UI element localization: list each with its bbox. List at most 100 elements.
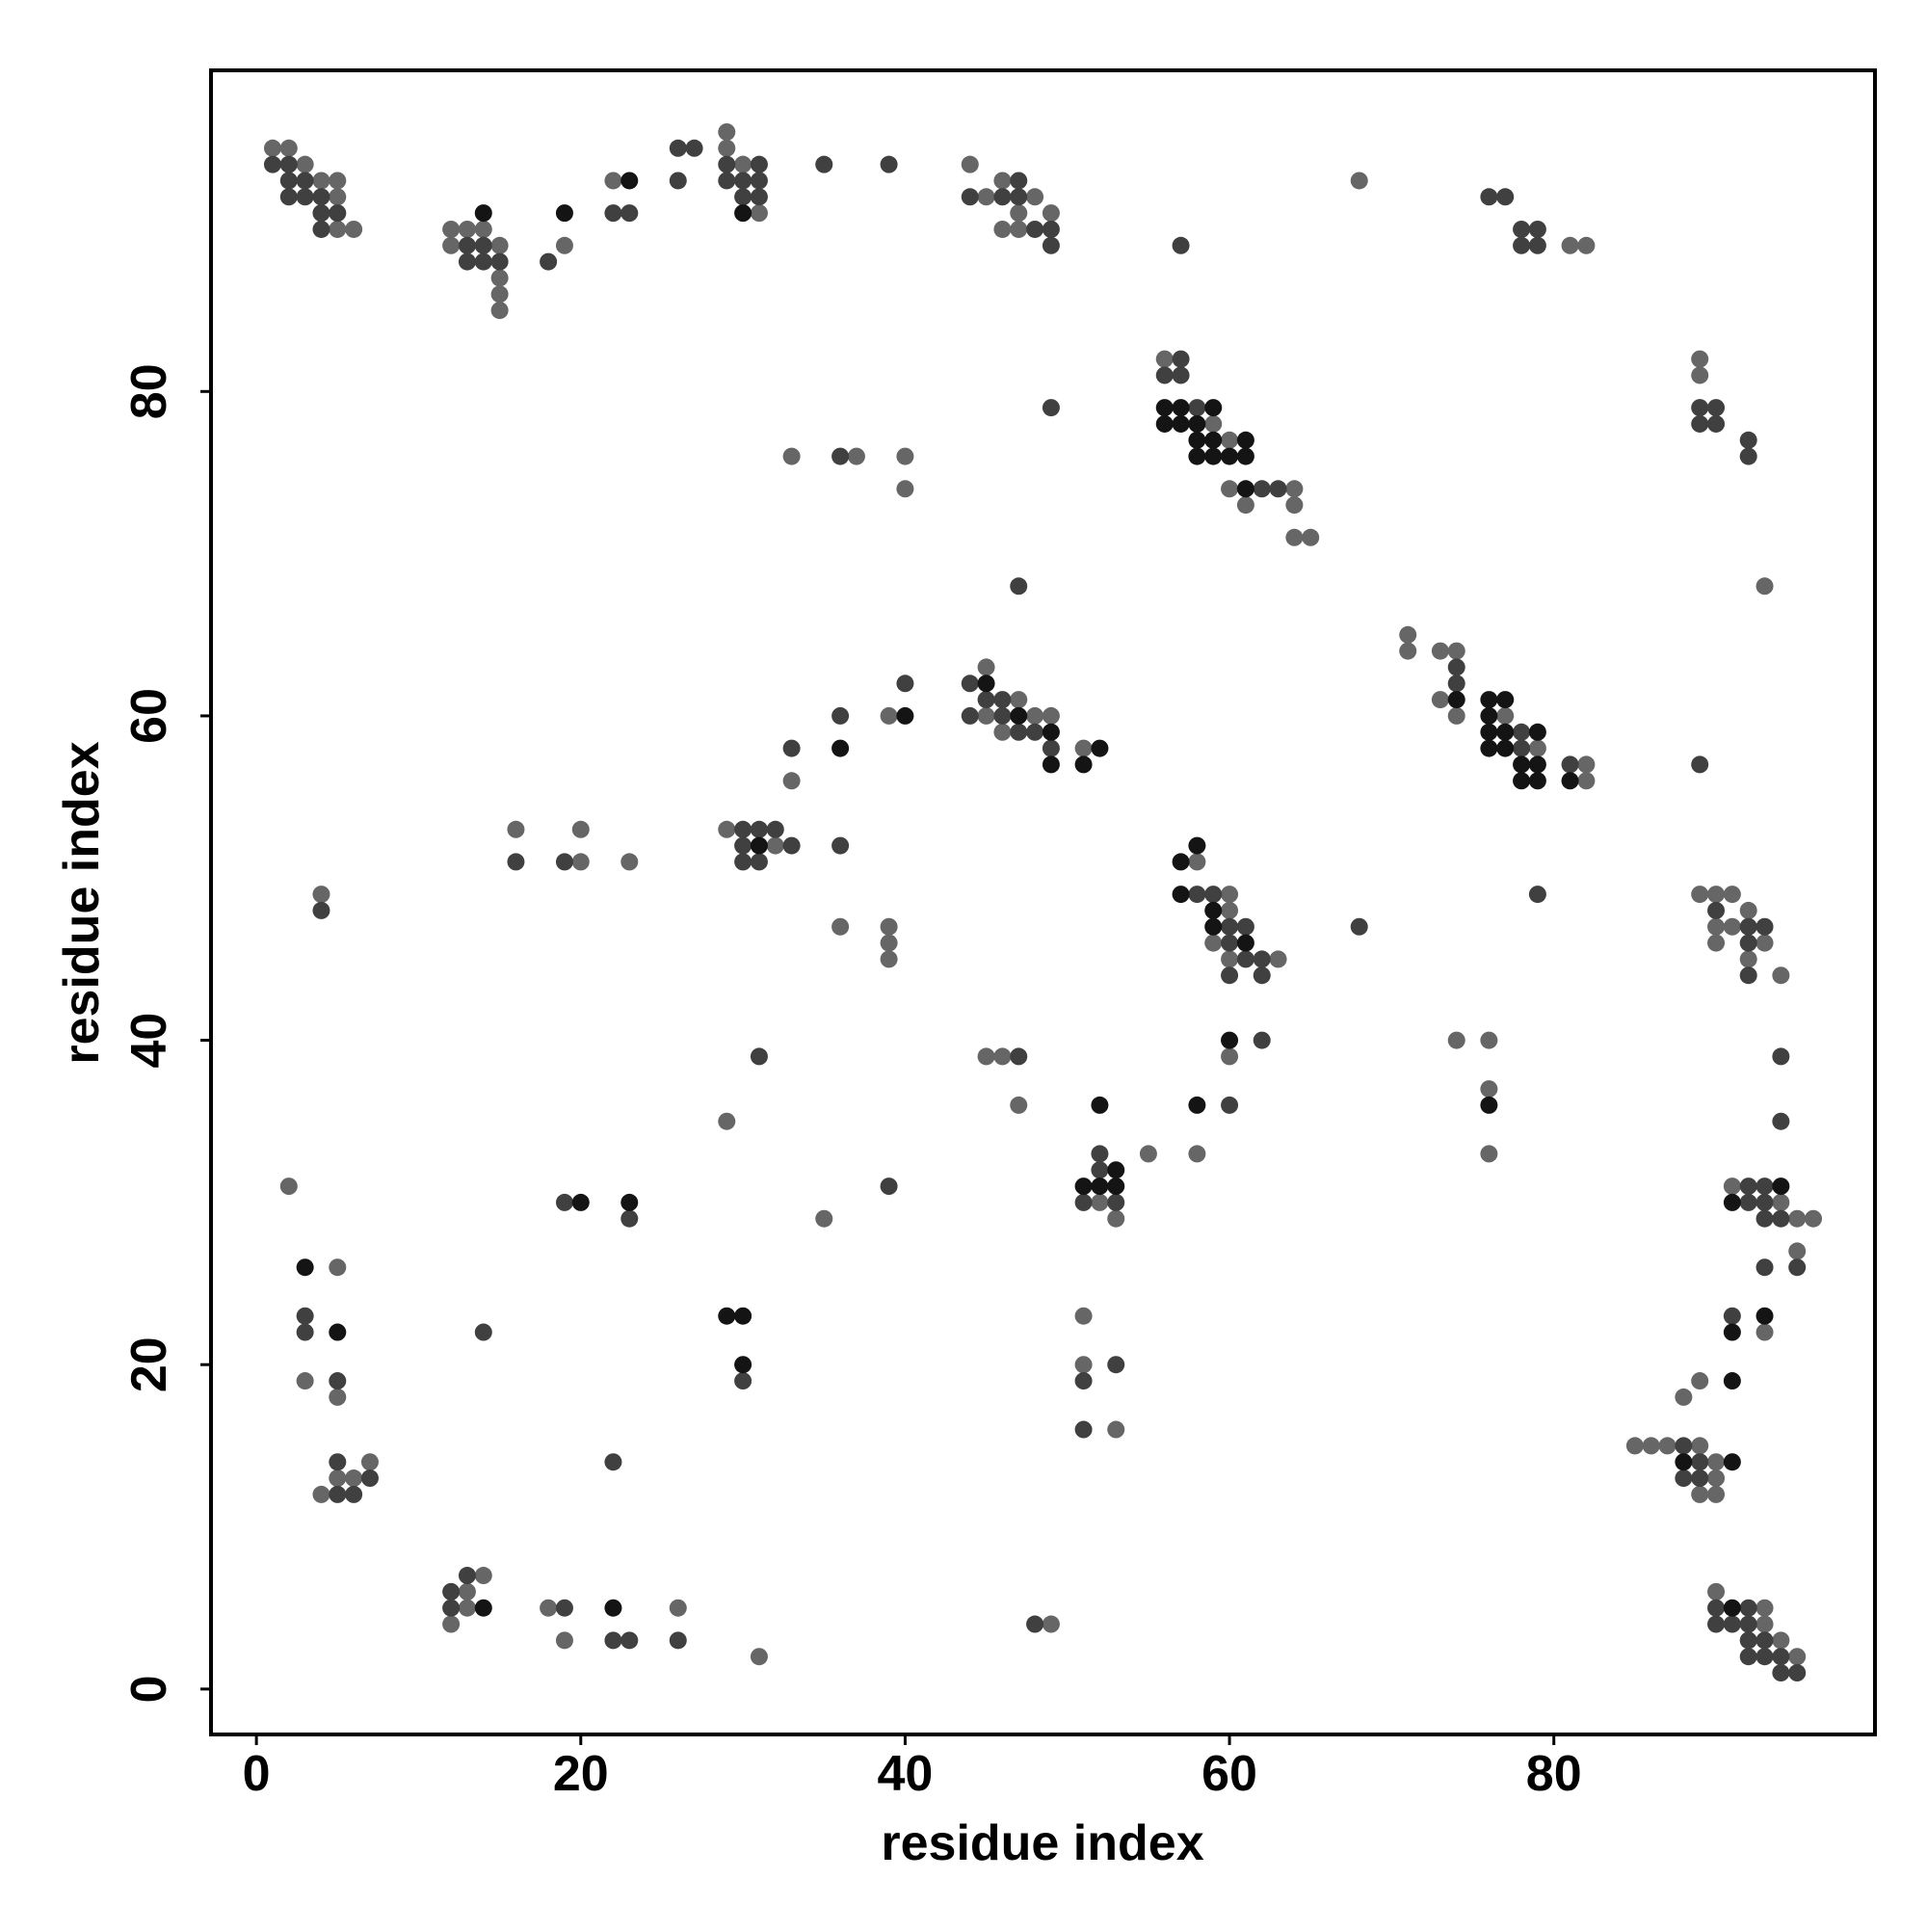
point <box>1091 1193 1109 1211</box>
point <box>1074 1420 1093 1439</box>
point <box>1236 480 1254 498</box>
point <box>1155 414 1174 433</box>
y-tick-label: 20 <box>121 1337 177 1392</box>
point <box>1691 1469 1709 1488</box>
point <box>1447 642 1465 660</box>
point <box>1675 1469 1693 1488</box>
point <box>734 820 752 838</box>
point <box>1513 220 1531 238</box>
x-tick-label: 60 <box>1201 1746 1257 1802</box>
point <box>766 836 784 855</box>
point <box>1042 706 1060 725</box>
point <box>1691 1372 1709 1390</box>
point <box>1772 1112 1790 1130</box>
point <box>1528 886 1546 904</box>
point <box>1480 723 1498 741</box>
point <box>296 172 314 190</box>
point <box>1788 1209 1807 1228</box>
point <box>555 1631 573 1650</box>
point <box>1691 366 1709 384</box>
point <box>442 1582 461 1601</box>
point <box>329 1323 347 1341</box>
point <box>1188 836 1206 855</box>
y-axis-title: residue index <box>54 741 110 1064</box>
point <box>1561 755 1579 774</box>
point <box>1074 1193 1093 1211</box>
point <box>279 155 298 173</box>
point <box>1739 966 1757 985</box>
point <box>1691 414 1709 433</box>
point <box>1772 1631 1790 1650</box>
point <box>1253 1031 1271 1049</box>
point <box>1139 1145 1157 1163</box>
point <box>1236 431 1254 449</box>
point <box>1772 966 1790 985</box>
point <box>1010 691 1028 709</box>
point <box>1755 1307 1774 1325</box>
y-tick-label: 0 <box>121 1675 177 1703</box>
point <box>490 302 509 320</box>
point <box>880 706 898 725</box>
point <box>458 236 476 254</box>
point <box>1480 1096 1498 1114</box>
point <box>669 172 687 190</box>
point <box>1091 1178 1109 1196</box>
point <box>1204 886 1223 904</box>
point <box>1723 1453 1741 1471</box>
point <box>993 1047 1012 1066</box>
point <box>993 220 1012 238</box>
point <box>1188 1145 1206 1163</box>
point <box>1074 739 1093 757</box>
point <box>1188 447 1206 465</box>
point <box>734 1372 752 1390</box>
point <box>474 1567 492 1585</box>
point <box>1253 480 1271 498</box>
point <box>961 188 979 206</box>
point <box>1755 917 1774 936</box>
point <box>1285 496 1304 515</box>
point <box>1707 1485 1726 1503</box>
point <box>1480 739 1498 757</box>
point <box>1221 901 1239 919</box>
point <box>896 706 914 725</box>
point <box>1204 934 1223 952</box>
point <box>766 820 784 838</box>
point <box>442 220 461 238</box>
point <box>1204 414 1223 433</box>
point <box>1691 399 1709 417</box>
point <box>1755 1193 1774 1211</box>
point <box>442 236 461 254</box>
x-axis-title: residue index <box>881 1815 1203 1871</box>
point <box>1026 1615 1044 1633</box>
point <box>750 155 768 173</box>
point <box>961 675 979 693</box>
point <box>1772 1047 1790 1066</box>
point <box>1074 1372 1093 1390</box>
point <box>540 1599 558 1617</box>
point <box>555 236 573 254</box>
point <box>1010 577 1028 595</box>
point <box>1107 1193 1125 1211</box>
point <box>329 1485 347 1503</box>
point <box>329 1388 347 1406</box>
point <box>540 252 558 271</box>
point <box>474 1323 492 1341</box>
point <box>1658 1437 1676 1455</box>
point <box>1042 739 1060 757</box>
point <box>880 155 898 173</box>
point <box>329 172 347 190</box>
point <box>1739 901 1757 919</box>
point <box>1707 1615 1726 1633</box>
point <box>1399 625 1417 644</box>
point <box>1772 1193 1790 1211</box>
point <box>1253 950 1271 968</box>
point <box>1447 658 1465 676</box>
point <box>1755 1599 1774 1617</box>
point <box>1739 1599 1757 1617</box>
point <box>1723 1372 1741 1390</box>
point <box>1399 642 1417 660</box>
point <box>1172 399 1190 417</box>
point <box>1561 236 1579 254</box>
point <box>1010 706 1028 725</box>
point <box>1788 1664 1807 1682</box>
